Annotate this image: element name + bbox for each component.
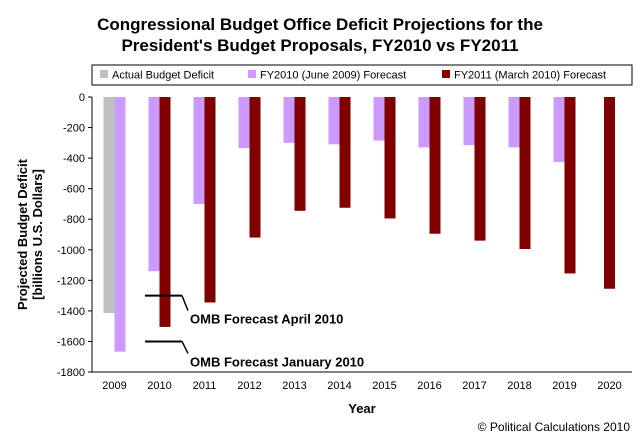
bar-fy2010 — [148, 97, 160, 272]
y-tick-label: -1400 — [57, 306, 85, 318]
legend-label: Actual Budget Deficit — [112, 70, 214, 82]
y-tick-label: -400 — [63, 153, 85, 165]
bar-fy2011 — [294, 97, 306, 211]
x-tick-label: 2020 — [597, 380, 621, 392]
chart-title: Congressional Budget Office Deficit Proj… — [97, 15, 543, 55]
annotation-label: OMB Forecast January 2010 — [190, 354, 364, 369]
y-tick-label: -1000 — [57, 245, 85, 257]
bar-fy2011 — [519, 97, 531, 250]
legend-label: FY2011 (March 2010) Forecast — [454, 70, 606, 82]
annotation-arrow — [181, 341, 189, 354]
x-tick-label: 2011 — [193, 380, 217, 392]
x-tick-label: 2013 — [282, 380, 306, 392]
bar-fy2011 — [604, 97, 615, 289]
y-tick-label: -800 — [63, 214, 85, 226]
bar-fy2010 — [238, 97, 250, 149]
bar-fy2010 — [283, 97, 295, 143]
x-tick-label: 2019 — [552, 380, 576, 392]
x-tick-label: 2010 — [147, 380, 171, 392]
bar-fy2010 — [553, 97, 565, 162]
legend-swatch — [248, 70, 256, 78]
chart-title-line: President's Budget Proposals, FY2010 vs … — [121, 36, 518, 55]
bar-fy2011 — [429, 97, 441, 234]
legend-swatch — [100, 70, 108, 78]
plot-area: 2009 2010 2011 2012 2013 2014 2015 2016 2017 2018… — [57, 92, 632, 392]
bar-fy2010 — [114, 97, 126, 352]
y-tick-label: -200 — [63, 123, 85, 135]
bar-fy2010 — [508, 97, 520, 148]
x-tick-label: 2009 — [102, 380, 126, 392]
legend-box — [91, 64, 633, 86]
legend-label: FY2010 (June 2009) Forecast — [260, 70, 406, 82]
bar-actual — [103, 97, 115, 314]
credit-text: © Political Calculations 2010 — [478, 420, 631, 434]
bar-fy2011 — [204, 97, 216, 303]
x-tick-label: 2018 — [507, 380, 531, 392]
bar-fy2011 — [249, 97, 261, 238]
annotation-arrow — [181, 295, 189, 311]
y-tick-label: 0 — [79, 92, 85, 104]
x-tick-label: 2016 — [417, 380, 441, 392]
chart-title-line: Congressional Budget Office Deficit Proj… — [97, 15, 543, 34]
y-tick-label: -600 — [63, 184, 85, 196]
x-axis-title: Year — [348, 401, 375, 416]
legend-swatch — [442, 70, 450, 78]
bar-fy2010 — [418, 97, 430, 148]
bar-fy2011 — [474, 97, 486, 241]
bar-fy2010 — [193, 97, 205, 204]
y-axis-title: Projected Budget Deficit [billions U.S. D… — [15, 158, 45, 310]
x-tick-label: 2017 — [462, 380, 486, 392]
x-tick-label: 2012 — [237, 380, 261, 392]
bar-fy2011 — [339, 97, 351, 208]
y-tick-label: -1200 — [57, 275, 85, 287]
bar-fy2010 — [373, 97, 385, 141]
y-tick-label: -1600 — [57, 336, 85, 348]
legend: Actual Budget Deficit FY2010 (June 2009) … — [91, 64, 633, 86]
y-axis-title-line: Projected Budget Deficit — [15, 158, 30, 310]
bar-fy2010 — [463, 97, 475, 146]
bar-fy2011 — [564, 97, 576, 274]
bar-fy2010 — [328, 97, 340, 145]
y-tick-label: -1800 — [57, 367, 85, 379]
x-tick-label: 2015 — [372, 380, 396, 392]
x-tick-label: 2014 — [327, 380, 351, 392]
bar-fy2011 — [159, 97, 171, 327]
bar-fy2011 — [384, 97, 396, 219]
y-axis-title-line: [billions U.S. Dollars] — [30, 169, 45, 300]
annotation-label: OMB Forecast April 2010 — [190, 312, 343, 327]
